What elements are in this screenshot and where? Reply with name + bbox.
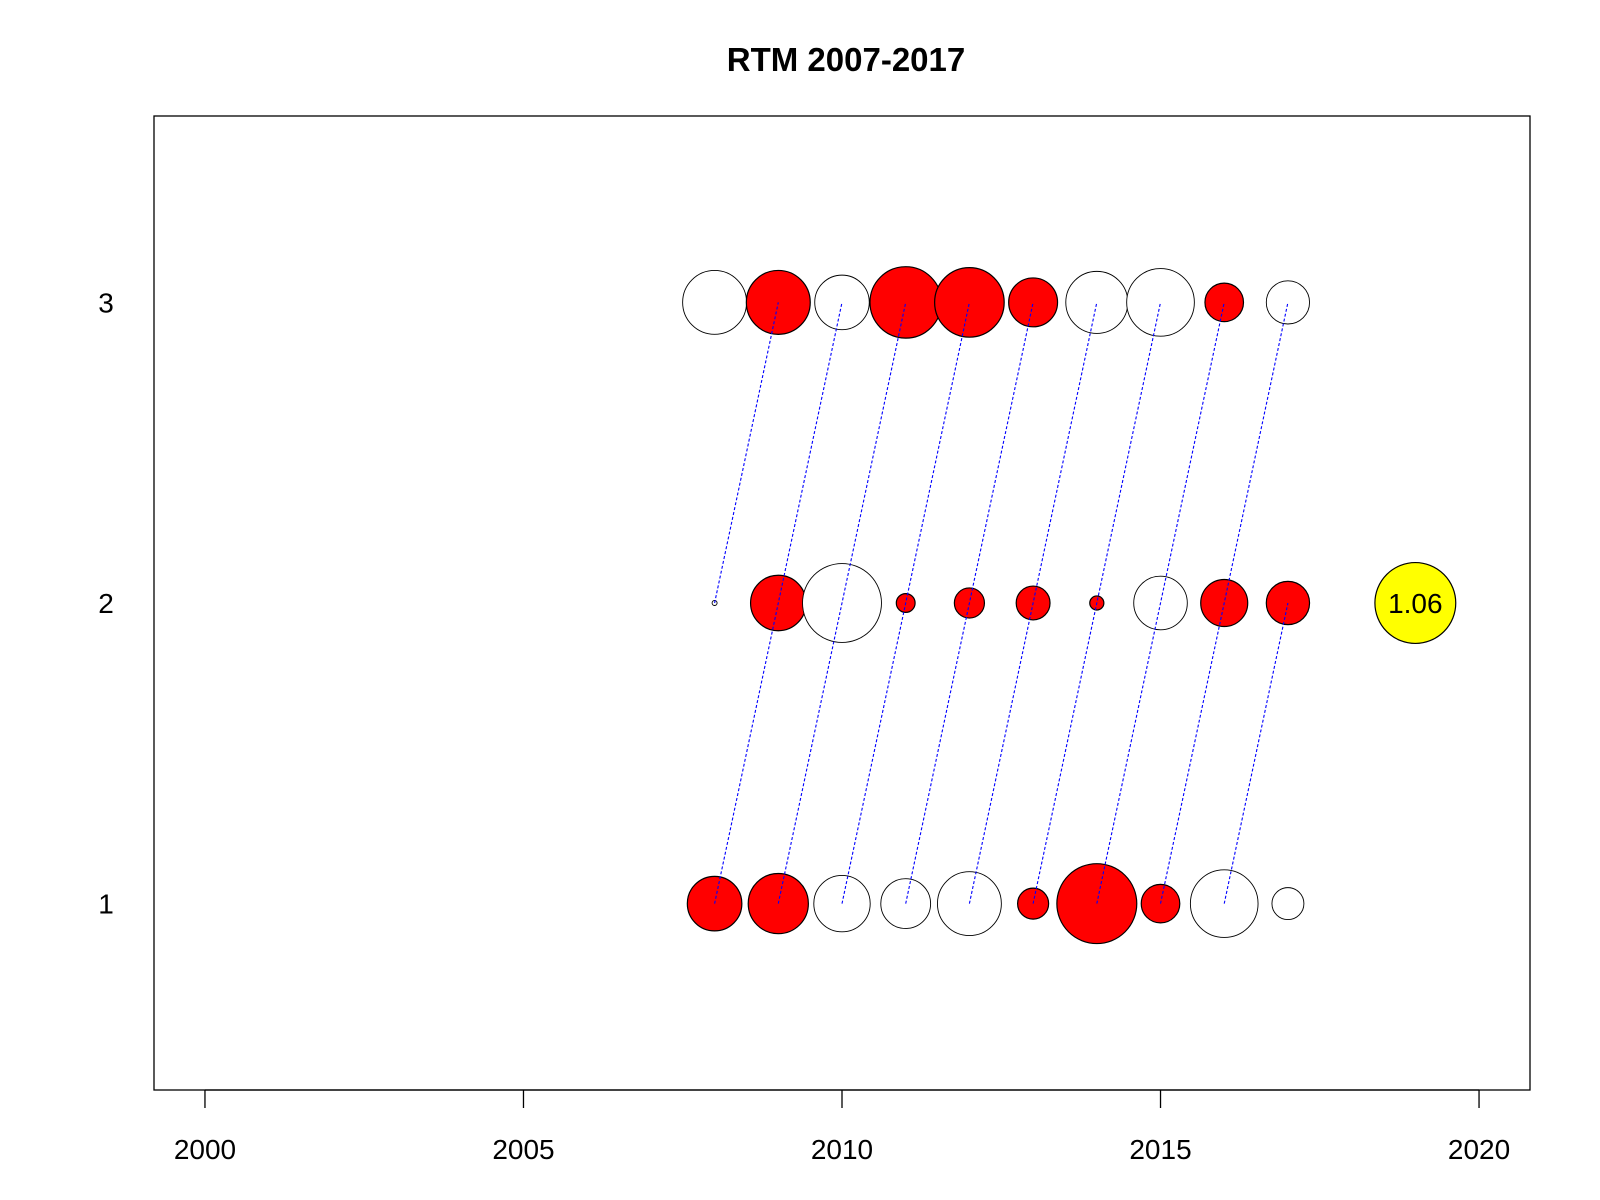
cohort-line-2016-1 [1223,602,1289,904]
x-axis: 2000 2005 2010 2015 2020 [174,1089,1510,1165]
bubble-2014-age3 [1065,270,1129,334]
bubble-2012-age1 [936,871,1002,937]
x-tick-label-2000: 2000 [174,1134,236,1165]
bubble-2011-age3 [869,266,943,339]
bubble-2017-age3 [1265,280,1310,325]
cohort-line-2010-1 [841,302,970,904]
legend-bubble-label: 1.06 [1388,588,1443,619]
bubbles [682,266,1311,945]
bubble-2016-age3 [1204,282,1245,323]
y-tick-label-1: 1 [98,889,114,920]
cohort-line-2015-1 [1159,302,1289,904]
bubble-2009-age1 [747,872,809,935]
bubble-2013-age3 [1008,277,1059,328]
legend-bubble-circle [1374,561,1457,645]
bubble-2008-age3 [682,269,748,335]
x-tick-label-2020: 2020 [1448,1134,1510,1165]
bubble-2012-age3 [934,267,1005,338]
cohort-line-2009-1 [777,302,907,904]
x-tick-label-2005: 2005 [492,1134,554,1165]
legend-bubble: 1.06 [1374,561,1457,645]
bubble-2010-age3 [814,274,870,331]
cohort-line-2011-1 [905,302,1034,904]
y-axis: 1 2 3 [98,287,114,919]
y-tick-label-2: 2 [98,588,114,619]
y-tick-label-3: 3 [98,287,114,318]
cohort-line-2008-2 [714,302,779,604]
cohort-lines [714,302,1289,904]
x-tick-label-2010: 2010 [811,1134,873,1165]
bubble-2017-age1 [1271,887,1305,921]
cohort-line-2013-1 [1032,302,1162,904]
bubble-2015-age3 [1126,268,1195,337]
cohort-line-2014-1 [1096,302,1225,904]
cohort-line-2012-1 [968,302,1098,904]
chart-title: RTM 2007-2017 [727,41,965,78]
cohort-line-2008-1 [714,302,843,904]
x-tick-label-2015: 2015 [1129,1134,1191,1165]
